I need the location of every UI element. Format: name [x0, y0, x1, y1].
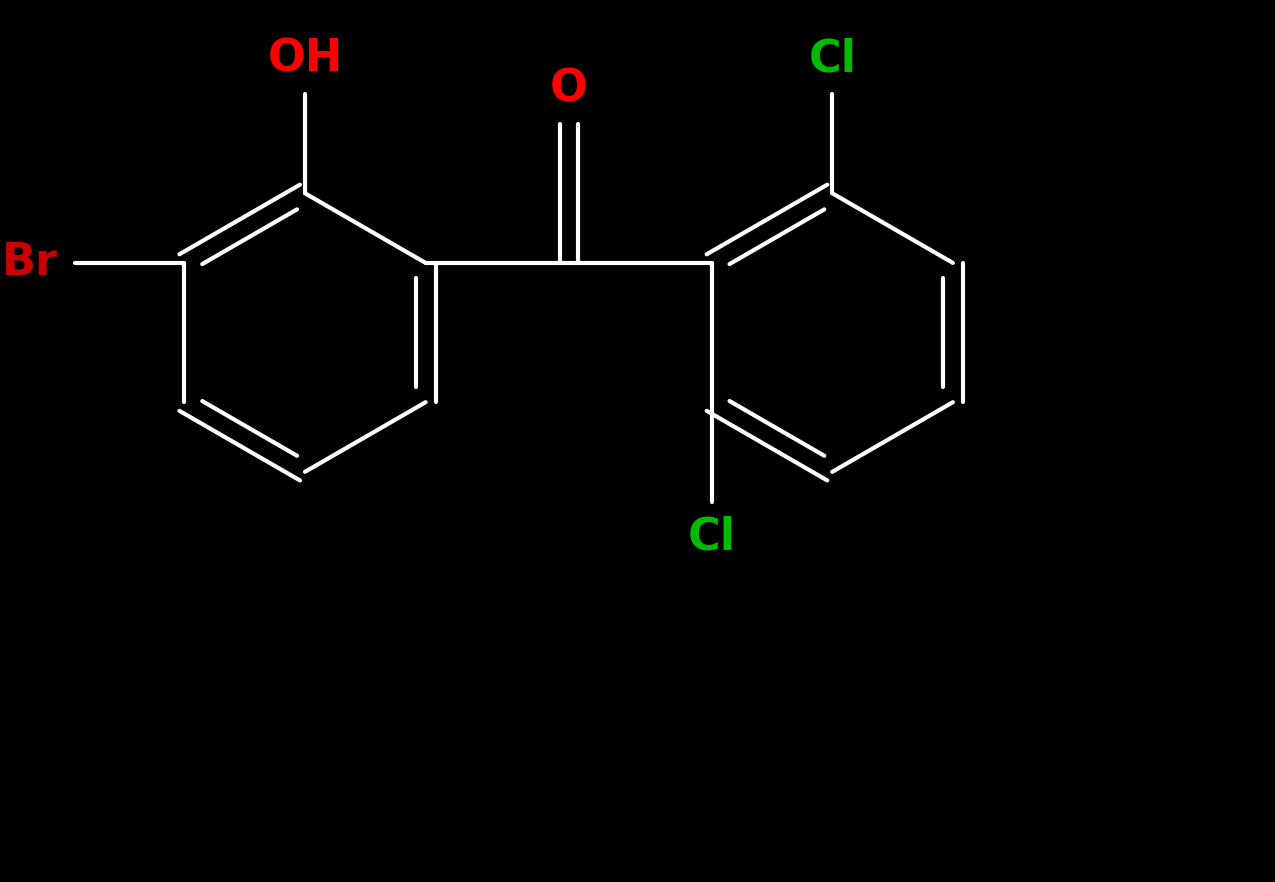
Text: OH: OH [268, 37, 343, 80]
Text: Cl: Cl [808, 37, 857, 80]
Text: Br: Br [3, 242, 59, 284]
Text: O: O [550, 67, 588, 110]
Text: Cl: Cl [687, 515, 736, 558]
